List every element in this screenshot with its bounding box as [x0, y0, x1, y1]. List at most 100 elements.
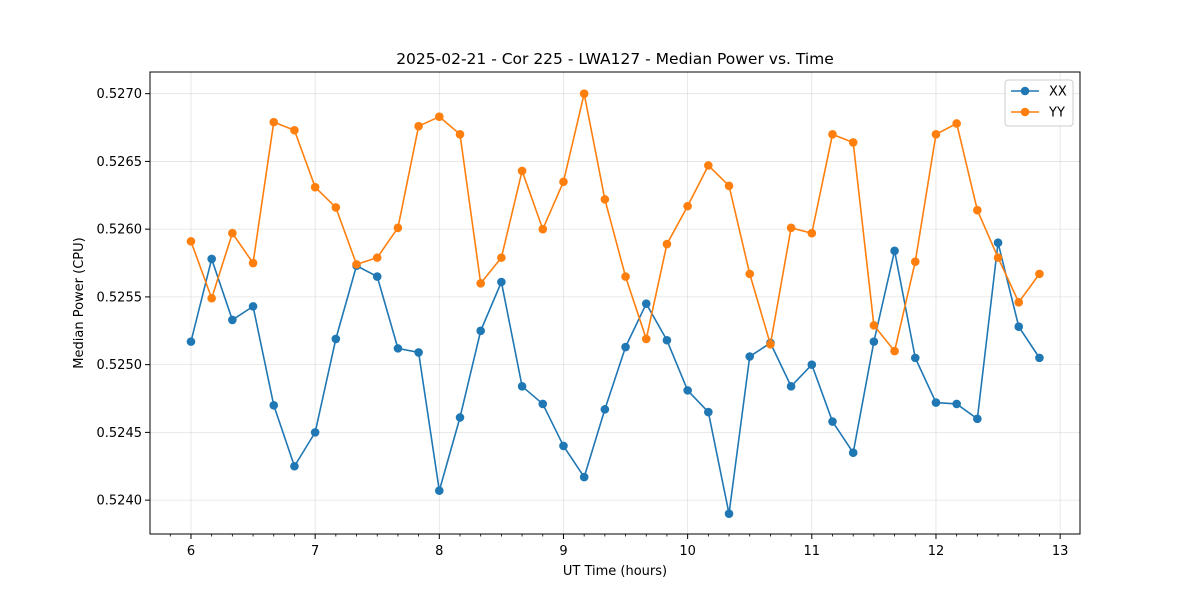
data-point-xx: [228, 315, 237, 325]
data-point-xx: [310, 428, 320, 437]
x-axis-label: UT Time (hours): [563, 564, 667, 579]
data-point-xx: [559, 441, 568, 451]
data-point-yy: [704, 161, 713, 170]
data-point-yy: [497, 253, 506, 262]
data-point-yy: [435, 112, 444, 122]
data-point-xx: [683, 386, 692, 395]
data-point-xx: [786, 382, 796, 391]
data-point-xx: [414, 348, 423, 357]
x-tick-label: 10: [679, 544, 696, 559]
data-point-yy: [807, 228, 817, 238]
legend-label-xx: XX: [1049, 85, 1067, 100]
data-point-xx: [1035, 353, 1044, 363]
y-tick-label: 0.5250: [97, 358, 143, 373]
data-point-yy: [600, 195, 610, 204]
data-point-yy: [476, 279, 485, 288]
plot-frame: [149, 71, 1081, 535]
data-point-yy: [269, 117, 279, 127]
legend-marker-xx: [1020, 86, 1030, 96]
data-point-yy: [910, 257, 920, 266]
data-point-yy: [248, 258, 258, 268]
grid: [150, 72, 1080, 534]
data-point-yy: [372, 253, 382, 262]
data-point-yy: [228, 228, 237, 238]
data-point-yy: [848, 138, 858, 147]
y-tick-label: 0.5260: [97, 223, 143, 238]
series-layer: [186, 89, 1044, 518]
data-point-xx: [745, 352, 755, 361]
data-point-yy: [828, 130, 837, 139]
y-tick-label: 0.5270: [97, 87, 143, 102]
data-point-yy: [931, 130, 941, 139]
x-axis: 6 7 8 9 10 11 12 13: [169, 534, 1069, 559]
data-point-xx: [290, 461, 299, 471]
legend-label-yy: YY: [1048, 106, 1065, 121]
data-point-xx: [828, 417, 837, 426]
x-tick-label: 7: [311, 544, 319, 559]
x-tick-label: 9: [559, 544, 567, 559]
x-tick-label: 11: [804, 544, 821, 559]
data-point-xx: [724, 509, 734, 518]
data-point-yy: [641, 334, 651, 344]
data-point-xx: [662, 335, 672, 345]
data-point-xx: [1014, 322, 1024, 332]
data-point-xx: [393, 344, 403, 353]
y-axis: 0.5240 0.5245 0.5250 0.5255 0.5260 0.5265 0.52…: [97, 87, 150, 509]
legend: XX YY: [1004, 79, 1074, 127]
data-point-yy: [786, 223, 796, 233]
data-point-yy: [310, 182, 320, 192]
data-point-xx: [579, 472, 589, 482]
data-point-xx: [869, 337, 879, 346]
data-point-xx: [269, 400, 279, 410]
data-point-yy: [724, 181, 734, 191]
data-point-yy: [1035, 269, 1044, 279]
data-point-xx: [910, 353, 920, 363]
data-point-xx: [517, 382, 527, 391]
data-point-yy: [973, 205, 982, 215]
data-point-yy: [207, 293, 216, 303]
data-point-xx: [641, 299, 651, 308]
data-point-yy: [766, 340, 775, 349]
data-point-yy: [869, 321, 879, 330]
series-line-yy: [190, 92, 1041, 352]
data-point-yy: [538, 224, 548, 234]
data-point-xx: [973, 414, 982, 424]
data-point-xx: [952, 399, 961, 409]
data-point-xx: [497, 277, 506, 287]
data-point-xx: [207, 254, 216, 264]
data-point-xx: [372, 272, 382, 281]
data-point-xx: [600, 405, 610, 414]
data-point-xx: [538, 399, 548, 409]
y-tick-label: 0.5245: [97, 426, 143, 441]
x-tick-label: 6: [187, 544, 195, 559]
y-axis-label: Median Power (CPU): [72, 237, 87, 368]
data-point-xx: [621, 342, 630, 352]
data-point-xx: [807, 360, 817, 369]
data-point-xx: [993, 238, 1003, 248]
data-point-xx: [435, 486, 444, 495]
data-point-xx: [476, 326, 485, 336]
data-point-yy: [352, 260, 361, 269]
data-point-yy: [993, 253, 1003, 262]
data-point-yy: [683, 201, 692, 211]
x-tick-label: 12: [928, 544, 945, 559]
data-point-yy: [517, 166, 527, 176]
chart-title: 2025-02-21 - Cor 225 - LWA127 - Median P…: [396, 50, 834, 68]
y-tick-label: 0.5255: [97, 290, 143, 305]
x-tick-label: 13: [1052, 544, 1069, 559]
data-point-yy: [186, 237, 196, 246]
data-point-yy: [414, 121, 423, 131]
data-point-xx: [931, 398, 941, 407]
y-tick-label: 0.5265: [97, 155, 143, 170]
data-point-yy: [559, 177, 568, 187]
data-point-yy: [952, 119, 961, 128]
y-tick-label: 0.5240: [97, 494, 143, 509]
legend-marker-yy: [1020, 107, 1030, 117]
data-point-yy: [455, 130, 465, 139]
x-tick-label: 8: [435, 544, 443, 559]
data-point-xx: [331, 334, 341, 344]
data-point-yy: [621, 272, 630, 281]
data-point-yy: [290, 125, 299, 135]
data-point-yy: [890, 346, 899, 356]
